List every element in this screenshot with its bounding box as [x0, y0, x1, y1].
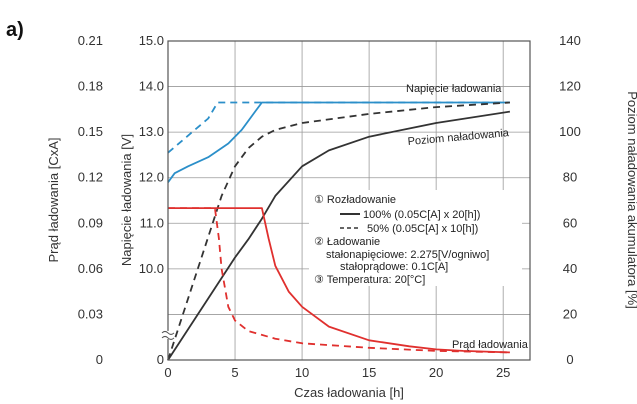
y-voltage-tick: 13.0 [139, 124, 164, 139]
legend-cc-line: stałoprądowe: 0.1C[A] [340, 261, 448, 273]
y-voltage-tick: 11.0 [140, 215, 164, 230]
y-charge-tick: 140 [559, 33, 581, 48]
y-voltage-tick: 0 [157, 352, 164, 367]
x-axis-title: Czas ładowania [h] [294, 385, 404, 400]
y-current-tick: 0.09 [78, 215, 103, 230]
legend-row-50: 50% (0.05C[A] x 10[h]) [367, 223, 478, 235]
legend-discharge-title: ① Rozładowanie [314, 194, 396, 206]
series-line-1 [167, 101, 510, 154]
panel-label: a) [6, 19, 24, 41]
x-tick: 0 [164, 365, 171, 380]
series-line-3 [167, 101, 510, 361]
y-charge-tick: 60 [563, 215, 577, 230]
y-current-tick: 0.12 [78, 170, 103, 185]
y-charge-tick: 80 [563, 170, 577, 185]
y-charge-tick: 120 [559, 79, 581, 94]
y-voltage-tick: 12.0 [139, 170, 164, 185]
y-current-tick: 0.18 [78, 79, 103, 94]
y-charge-tick: 20 [563, 306, 577, 321]
y-charge-tick: 0 [566, 352, 573, 367]
legend-cv-line: stałonapięciowe: 2.275[V/ogniwo] [326, 249, 489, 261]
y-current-tick: 0.15 [78, 124, 103, 139]
series-group [167, 101, 511, 361]
legend-temp-line: ③ Temperatura: 20[°C] [314, 274, 425, 286]
axis-break-mark [161, 330, 175, 340]
y-voltage-tick: 14.0 [139, 79, 164, 94]
y-current-tick: 0 [96, 352, 103, 367]
x-tick: 10 [295, 365, 309, 380]
y-current-title: Prąd ładowania [CxA] [46, 137, 61, 262]
annotation-charge: Poziom naładowania [407, 127, 510, 148]
legend-row-100: 100% (0.05C[A] x 20[h]) [363, 209, 480, 221]
annotation-current: Prąd ładowania [452, 339, 529, 351]
y-voltage-tick: 10.0 [139, 261, 164, 276]
y-current-tick: 0.06 [78, 261, 103, 276]
axis-break-mask [162, 330, 174, 339]
y-voltage-tick: 15.0 [139, 33, 164, 48]
legend-charge-title: ② Ładowanie [314, 236, 380, 248]
plot-frame [167, 40, 531, 361]
x-tick: 5 [231, 365, 238, 380]
annotation-voltage: Napięcie ładowania [406, 83, 502, 95]
axes [161, 40, 531, 361]
y-voltage-title: Napięcie ładowania [V] [119, 134, 134, 266]
series-line-2 [167, 110, 511, 361]
x-tick: 15 [362, 365, 376, 380]
y-current-tick: 0.21 [78, 33, 103, 48]
y-charge-title: Poziom naładowania akumulatora [%] [625, 91, 637, 309]
legend-bg [309, 190, 522, 286]
y-charge-tick: 100 [559, 124, 581, 139]
y-current-tick: 0.03 [78, 306, 103, 321]
legend-box: ① Rozładowanie 100% (0.05C[A] x 20[h]) 50%… [309, 190, 522, 286]
x-tick: 20 [429, 365, 443, 380]
series-line-5 [168, 207, 510, 354]
series-line-4 [168, 207, 510, 354]
x-tick: 25 [496, 365, 510, 380]
y-charge-tick: 40 [563, 261, 577, 276]
